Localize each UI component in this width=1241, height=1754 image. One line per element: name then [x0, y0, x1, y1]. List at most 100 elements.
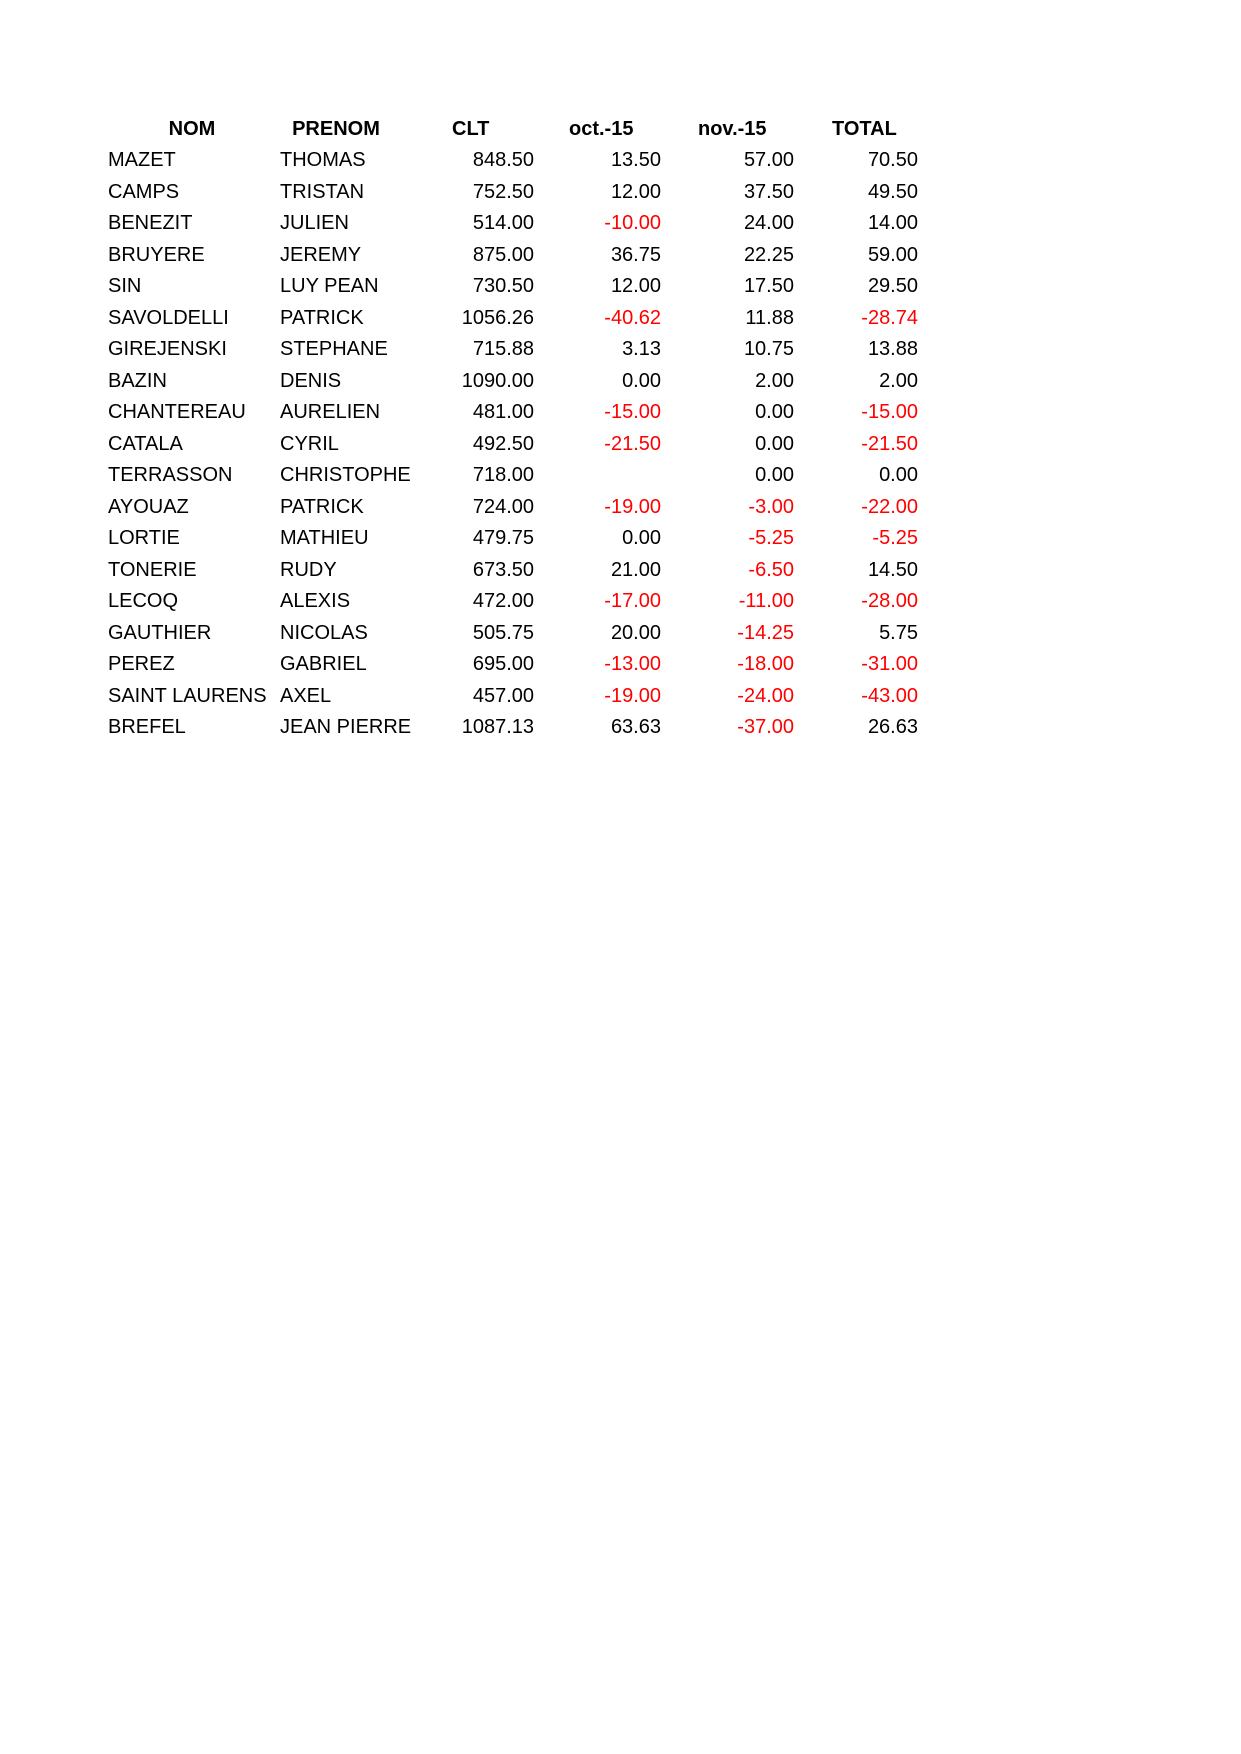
table-row: AYOUAZ PATRICK 724.00 -19.00 -3.00 -22.00: [0, 492, 1241, 523]
cell-total: 2.00: [879, 369, 918, 392]
cell-nom: GAUTHIER: [108, 621, 212, 644]
cell-total: 59.00: [867, 243, 918, 266]
cell-oct: -10.00: [604, 212, 661, 234]
cell-clt: 479.75: [472, 527, 534, 549]
table-row: BREFEL JEAN PIERRE 1087.13 63.63 -37.00 26.63: [0, 712, 1241, 743]
cell-prenom: PATRICK: [280, 495, 364, 518]
cell-prenom: LUY PEAN: [280, 275, 379, 297]
cell-prenom: THOMAS: [280, 149, 366, 171]
cell-total: 70.50: [867, 149, 918, 171]
cell-prenom: TRISTAN: [280, 180, 365, 203]
cell-prenom: CHRISTOPHE: [280, 464, 411, 486]
cell-nom: BAZIN: [108, 369, 167, 392]
cell-clt: 875.00: [472, 243, 534, 266]
cell-prenom: PATRICK: [280, 306, 364, 329]
cell-clt: 730.50: [472, 275, 534, 297]
cell-nom: CATALA: [108, 432, 183, 455]
cell-nov: 24.00: [743, 212, 794, 234]
cell-total: -5.25: [872, 527, 918, 549]
table-row: LECOQ ALEXIS 472.00 -17.00 -11.00 -28.00: [0, 586, 1241, 617]
table-row: PEREZ GABRIEL 695.00 -13.00 -18.00 -31.00: [0, 649, 1241, 680]
header-prenom: PRENOM: [292, 118, 380, 140]
cell-clt: 715.88: [472, 338, 534, 360]
cell-prenom: JEREMY: [280, 243, 362, 266]
cell-prenom: AURELIEN: [280, 401, 381, 423]
cell-oct: 13.50: [610, 149, 661, 171]
table-row: GAUTHIER NICOLAS 505.75 20.00 -14.25 5.75: [0, 618, 1241, 649]
cell-nov: 37.50: [743, 180, 794, 203]
cell-prenom: MATHIEU: [280, 527, 369, 549]
cell-nov: 10.75: [743, 338, 794, 360]
cell-nom: LECOQ: [108, 590, 179, 612]
cell-nov: -18.00: [737, 653, 794, 675]
table-row: GIREJENSKI STEPHANE 715.88 3.13 10.75 13.88: [0, 334, 1241, 365]
table-row: LORTIE MATHIEU 479.75 0.00 -5.25 -5.25: [0, 523, 1241, 554]
table-row: BAZIN DENIS 1090.00 0.00 2.00 2.00: [0, 366, 1241, 397]
cell-clt: 492.50: [472, 432, 534, 455]
cell-nom: SAVOLDELLI: [108, 306, 229, 329]
cell-clt: 695.00: [472, 653, 534, 675]
cell-nov: 2.00: [755, 369, 794, 392]
cell-clt: 1087.13: [461, 716, 534, 738]
header-row: NOM PRENOM CLT oct.-15 nov.-15 TOTAL: [0, 114, 1241, 145]
table-row: BRUYERE JEREMY 875.00 36.75 22.25 59.00: [0, 240, 1241, 271]
cell-prenom: AXEL: [280, 684, 332, 707]
table-row: TERRASSON CHRISTOPHE 718.00 0.00 0.00: [0, 460, 1241, 491]
cell-oct: 0.00: [622, 527, 661, 549]
cell-prenom: STEPHANE: [280, 338, 388, 360]
cell-nom: SAINT LAURENS: [108, 684, 267, 707]
cell-clt: 673.50: [472, 558, 534, 581]
cell-oct: 63.63: [610, 716, 661, 738]
cell-prenom: GABRIEL: [280, 653, 367, 675]
cell-total: 29.50: [867, 275, 918, 297]
cell-total: -22.00: [861, 495, 918, 518]
cell-oct: -13.00: [604, 653, 661, 675]
cell-nov: 0.00: [755, 401, 794, 423]
table-row: CHANTEREAU AURELIEN 481.00 -15.00 0.00 -15.00: [0, 397, 1241, 428]
cell-oct: -15.00: [604, 401, 661, 423]
cell-nov: 11.88: [745, 306, 794, 329]
cell-oct: -19.00: [604, 684, 661, 707]
cell-oct: 21.00: [610, 558, 661, 581]
cell-nov: -24.00: [737, 684, 794, 707]
cell-nov: 57.00: [743, 149, 794, 171]
cell-nom: TONERIE: [108, 558, 197, 581]
cell-total: 26.63: [867, 716, 918, 738]
cell-nov: -11.00: [738, 590, 794, 612]
cell-nom: BENEZIT: [108, 212, 193, 234]
cell-clt: 1056.26: [461, 306, 534, 329]
cell-prenom: ALEXIS: [280, 590, 351, 612]
cell-total: 14.50: [867, 558, 918, 581]
header-clt: CLT: [452, 118, 490, 140]
cell-nom: TERRASSON: [108, 464, 233, 486]
cell-oct: -19.00: [604, 495, 661, 518]
cell-nov: -3.00: [748, 495, 794, 518]
table-row: CATALA CYRIL 492.50 -21.50 0.00 -21.50: [0, 429, 1241, 460]
cell-prenom: RUDY: [280, 558, 337, 581]
cell-oct: 20.00: [610, 621, 661, 644]
cell-prenom: DENIS: [280, 369, 342, 392]
cell-nom: GIREJENSKI: [108, 338, 227, 360]
cell-total: 13.88: [867, 338, 918, 360]
cell-total: 49.50: [867, 180, 918, 203]
header-nom: NOM: [168, 118, 216, 140]
cell-oct: 3.13: [622, 338, 661, 360]
cell-prenom: NICOLAS: [280, 621, 368, 644]
header-nov: nov.-15: [698, 118, 767, 140]
cell-clt: 848.50: [472, 149, 534, 171]
cell-nom: PEREZ: [108, 653, 175, 675]
cell-clt: 724.00: [472, 495, 534, 518]
table-row: SAINT LAURENS AXEL 457.00 -19.00 -24.00 -43.0…: [0, 681, 1241, 712]
cell-nov: 0.00: [755, 432, 794, 455]
cell-total: 5.75: [879, 621, 918, 644]
cell-total: -28.00: [861, 590, 918, 612]
cell-clt: 505.75: [472, 621, 534, 644]
cell-oct: -17.00: [604, 590, 661, 612]
cell-clt: 481.00: [472, 401, 534, 423]
header-total: TOTAL: [832, 118, 897, 140]
cell-total: -31.00: [861, 653, 918, 675]
cell-total: -21.50: [861, 432, 918, 455]
table-row: SAVOLDELLI PATRICK 1056.26 -40.62 11.88 -28.7…: [0, 303, 1241, 334]
cell-nom: CHANTEREAU: [108, 401, 246, 423]
cell-nom: AYOUAZ: [108, 495, 189, 518]
